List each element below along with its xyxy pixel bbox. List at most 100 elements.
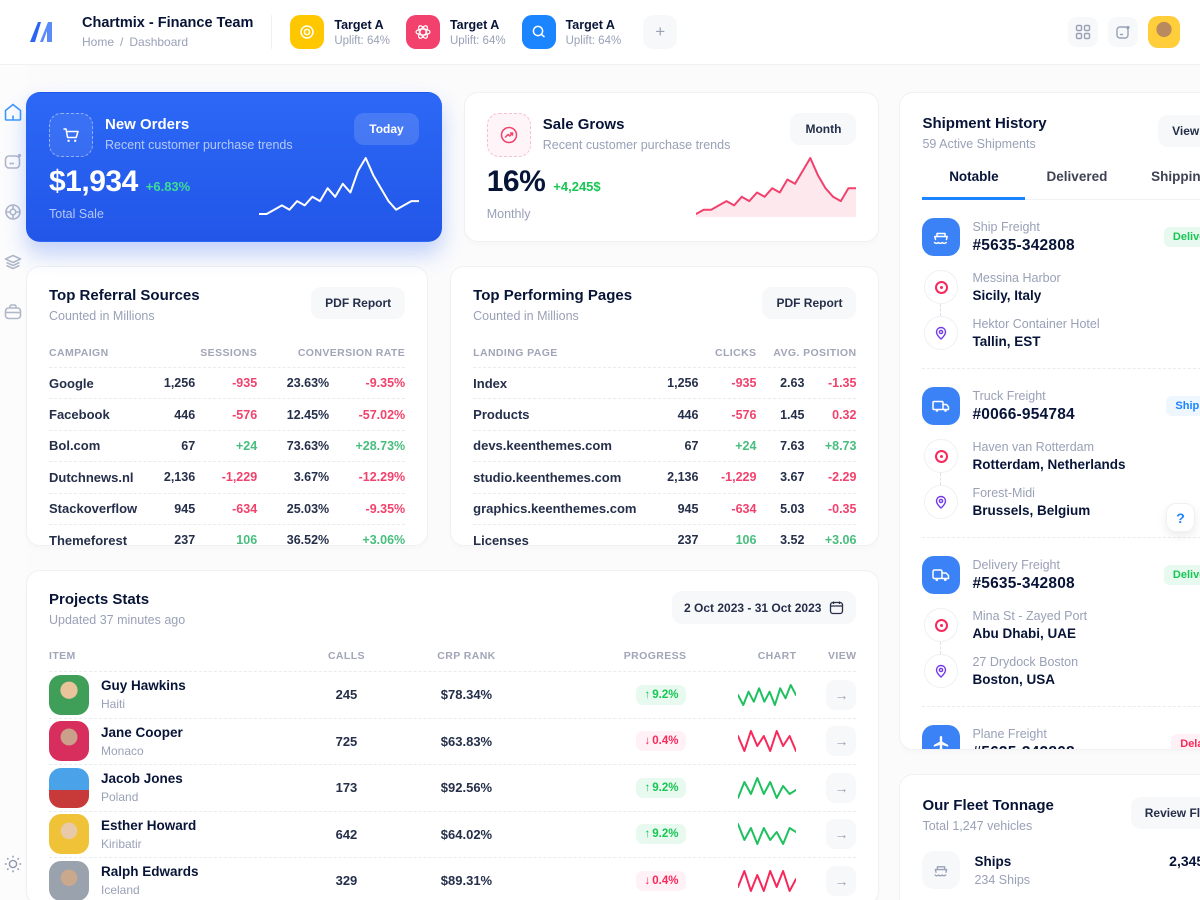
breadcrumb-current: Dashboard <box>129 35 189 49</box>
monthly-delta: +4,245$ <box>553 179 601 194</box>
card-subtitle: Total 1,247 vehicles <box>922 819 1033 833</box>
avatar <box>49 721 89 762</box>
pdf-report-button[interactable]: PDF Report <box>762 287 857 319</box>
projects-stats-card: Projects Stats Updated 37 minutes ago 2 … <box>26 570 880 900</box>
row-sparkline <box>738 682 797 708</box>
breadcrumb-home[interactable]: Home <box>82 35 115 49</box>
shipment-tabs: Notable Delivered Shipping <box>922 169 1200 200</box>
row-sparkline <box>738 728 797 754</box>
apps-grid-button[interactable] <box>1068 17 1098 47</box>
status-badge: Delivered <box>1163 565 1200 585</box>
avatar <box>49 767 89 808</box>
chartmix-logo-icon <box>24 15 64 49</box>
table-row: Jacob Jones Poland 173 $92.56% ↑ 9.2% → <box>49 764 857 811</box>
top-bar: Chartmix - Finance Team Home / Dashboard… <box>0 0 1200 65</box>
shipment-item[interactable]: Plane Freight #5635-342808 Delayed KLM C… <box>922 707 1200 749</box>
table-row: Stackoverflow 945 -634 25.03% -9.35% <box>49 492 406 524</box>
sale-grows-sparkline <box>696 155 857 217</box>
row-sparkline <box>738 821 797 847</box>
table-row: Esther Howard Kiribatir 642 $64.02% ↑ 9.2… <box>49 810 857 858</box>
view-row-button[interactable]: → <box>826 865 857 896</box>
today-button[interactable]: Today <box>354 113 419 145</box>
card-subtitle: Recent customer purchase trends <box>542 138 731 152</box>
origin-icon <box>924 608 959 642</box>
sun-icon <box>4 855 22 873</box>
theme-toggle-button[interactable] <box>1 852 25 876</box>
arrow-up-icon: ↑ <box>644 688 651 701</box>
sidebar-item-messages[interactable] <box>0 149 26 175</box>
progress-badge: ↓ 0.4% <box>636 731 687 752</box>
origin-icon <box>924 270 959 304</box>
target-chip-3[interactable]: Target A Uplift: 64% <box>521 15 621 49</box>
card-title: Projects Stats <box>49 591 150 608</box>
sidebar-item-home[interactable] <box>0 99 26 125</box>
total-sale-caption: Total Sale <box>49 207 104 221</box>
card-subtitle: Counted in Millions <box>473 309 579 323</box>
message-icon <box>4 153 22 169</box>
table-row: studio.keenthemes.com 2,136 -1,229 3.67 … <box>473 461 857 492</box>
status-badge: Shipping <box>1166 396 1200 416</box>
header-divider <box>271 15 273 49</box>
destination-pin-icon <box>924 316 959 350</box>
status-badge: Delivered <box>1163 227 1200 247</box>
progress-badge: ↑ 9.2% <box>636 684 687 705</box>
destination-pin-icon <box>924 654 959 688</box>
notifications-button[interactable] <box>1108 17 1138 47</box>
view-row-button[interactable]: → <box>826 726 857 757</box>
total-sale-delta: +6.83% <box>145 179 191 194</box>
pdf-report-button[interactable]: PDF Report <box>311 287 406 319</box>
tab-notable[interactable]: Notable <box>922 169 1026 200</box>
ship-icon <box>922 218 961 256</box>
review-fleet-button[interactable]: Review Fleet <box>1130 797 1200 829</box>
arrow-down-icon: ↓ <box>644 735 651 748</box>
view-row-button[interactable]: → <box>826 772 857 803</box>
target-chip-2[interactable]: Target A Uplift: 64% <box>405 15 506 49</box>
monthly-value: 16% <box>486 165 546 198</box>
card-title: Shipment History <box>922 115 1047 132</box>
date-range-picker[interactable]: 2 Oct 2023 - 31 Oct 2023 <box>672 591 857 624</box>
page-title: Chartmix - Finance Team <box>82 15 254 31</box>
help-button[interactable]: ? <box>1166 503 1195 532</box>
table-header: CAMPAIGN SESSIONS CONVERSION RATE <box>49 347 406 359</box>
ship-outline-icon <box>922 851 961 889</box>
row-sparkline <box>738 868 797 894</box>
table-row: Ralph Edwards Iceland 329 $89.31% ↓ 0.4% … <box>49 857 857 900</box>
sidebar-item-layers[interactable] <box>0 249 26 275</box>
shipment-history-card: Shipment History 59 Active Shipments Vie… <box>899 92 1200 750</box>
home-icon <box>4 103 22 121</box>
table-row: Licenses 237 106 3.52 +3.06 <box>473 523 857 555</box>
arrow-down-icon: ↓ <box>644 874 651 887</box>
shipment-item[interactable]: Ship Freight #5635-342808 Delivered Mess… <box>922 200 1200 369</box>
panel-icon <box>1116 25 1130 39</box>
view-row-button[interactable]: → <box>826 679 857 710</box>
progress-badge: ↓ 0.4% <box>636 870 687 891</box>
sidebar-item-projects[interactable] <box>0 299 26 325</box>
target-chip-1[interactable]: Target A Uplift: 64% <box>290 15 390 49</box>
arrow-up-icon: ↑ <box>644 828 651 841</box>
add-target-button[interactable]: + <box>643 15 678 49</box>
table-row: Google 1,256 -935 23.63% -9.35% <box>49 367 406 398</box>
plane-icon <box>922 725 961 749</box>
row-sparkline <box>738 775 797 801</box>
user-avatar[interactable] <box>1148 16 1180 48</box>
helm-icon <box>5 204 21 220</box>
view-row-button[interactable]: → <box>826 819 857 850</box>
card-subtitle: Counted in Millions <box>49 309 155 323</box>
view-all-button[interactable]: View All <box>1158 115 1200 147</box>
month-button[interactable]: Month <box>790 113 857 145</box>
table-header: LANDING PAGE CLICKS AVG. POSITION <box>473 347 857 359</box>
tab-delivered[interactable]: Delivered <box>1025 169 1128 200</box>
sidebar-item-support[interactable] <box>0 199 26 225</box>
trend-up-icon <box>486 113 531 157</box>
avatar <box>49 860 89 900</box>
table-row: Products 446 -576 1.45 0.32 <box>473 398 857 429</box>
card-subtitle: Updated 37 minutes ago <box>49 613 186 627</box>
shipment-item[interactable]: Truck Freight #0066-954784 Shipping Have… <box>922 369 1200 538</box>
new-orders-card: New Orders Recent customer purchase tren… <box>26 92 442 242</box>
layers-icon <box>4 254 22 270</box>
briefcase-icon <box>4 304 22 320</box>
table-row: Index 1,256 -935 2.63 -1.35 <box>473 367 857 398</box>
shipment-item[interactable]: Delivery Freight #5635-342808 Delivered … <box>922 538 1200 707</box>
tab-shipping[interactable]: Shipping <box>1128 169 1200 200</box>
card-title: Sale Grows <box>542 116 625 133</box>
